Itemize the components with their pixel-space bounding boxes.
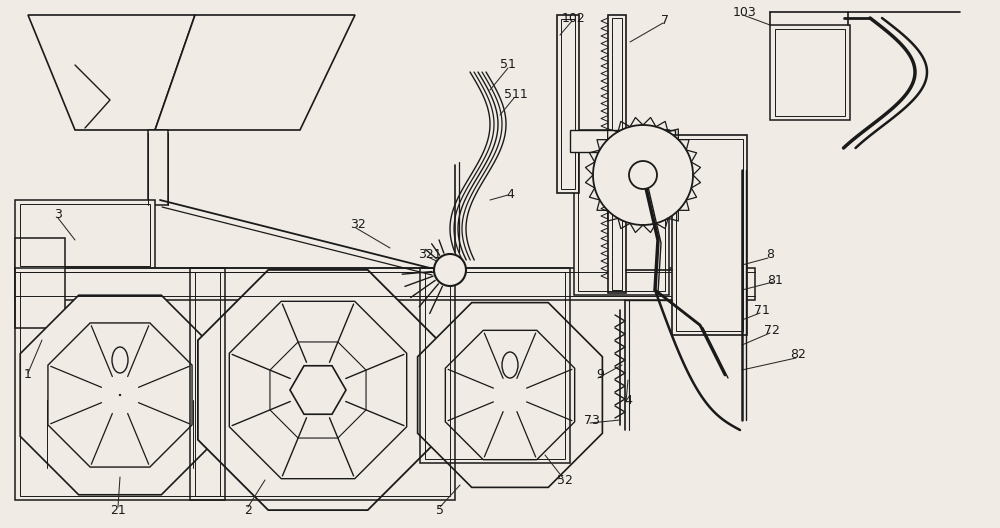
Bar [561,19,575,189]
Bar [15,268,225,500]
Bar [608,15,626,293]
Text: 73: 73 [584,413,600,427]
Bar [195,272,450,496]
Polygon shape [418,303,602,487]
Text: 511: 511 [504,89,528,101]
Bar [770,25,850,120]
Bar [672,135,747,335]
Text: 32: 32 [350,219,366,231]
Polygon shape [290,366,346,414]
Text: 51: 51 [500,59,516,71]
Text: 102: 102 [562,12,586,24]
Bar [148,130,168,205]
Text: 21: 21 [110,504,126,516]
Text: 103: 103 [733,5,757,18]
Bar [15,238,65,328]
Text: 9: 9 [596,369,604,382]
Circle shape [434,254,466,286]
Bar [20,204,150,266]
Polygon shape [155,15,355,130]
Polygon shape [20,295,220,495]
Bar [574,130,669,295]
Bar [557,15,579,193]
Circle shape [593,125,693,225]
Text: 52: 52 [557,474,573,486]
Text: 5: 5 [436,504,444,516]
Text: 8: 8 [766,249,774,261]
Ellipse shape [112,347,128,373]
Bar [190,268,455,500]
Text: 1: 1 [24,369,32,382]
Bar [20,272,220,496]
Bar [15,268,755,300]
Bar [420,268,570,463]
Bar [676,139,743,331]
Polygon shape [198,270,438,510]
Text: 4: 4 [624,393,632,407]
Text: 3: 3 [54,209,62,222]
Text: 71: 71 [754,304,770,316]
Polygon shape [28,15,195,130]
Text: 81: 81 [767,274,783,287]
Circle shape [629,161,657,189]
Bar [612,18,622,290]
Bar [570,130,675,152]
Bar [775,29,845,116]
Bar [15,200,155,270]
Text: 72: 72 [764,324,780,336]
Text: 4: 4 [506,188,514,202]
Ellipse shape [502,352,518,378]
Text: 7: 7 [661,14,669,26]
Bar [425,272,565,459]
Text: 2: 2 [244,504,252,516]
Text: 321: 321 [418,249,442,261]
Text: 82: 82 [790,348,806,362]
Bar [578,134,665,291]
